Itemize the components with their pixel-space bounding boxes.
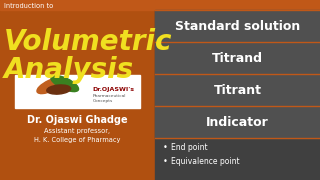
Text: Titrant: Titrant: [213, 84, 261, 96]
Text: Assistant professor,: Assistant professor,: [44, 128, 110, 134]
Text: Introduction to: Introduction to: [4, 3, 53, 9]
Bar: [155, 74, 320, 106]
Text: Dr.OJASWI's: Dr.OJASWI's: [92, 87, 134, 92]
Text: Standard solution: Standard solution: [175, 19, 300, 33]
Text: Dr. Ojaswi Ghadge: Dr. Ojaswi Ghadge: [27, 115, 128, 125]
Bar: [0, 0, 155, 180]
Text: Volumetric: Volumetric: [4, 28, 172, 56]
Ellipse shape: [51, 75, 78, 92]
Bar: [155, 42, 320, 74]
Bar: [0, 0, 155, 10]
Bar: [15, 75, 140, 108]
Bar: [155, 0, 320, 180]
Text: •: •: [163, 158, 168, 166]
Bar: [155, 0, 320, 10]
Text: End point: End point: [171, 143, 208, 152]
Text: Analysis: Analysis: [4, 56, 134, 84]
Ellipse shape: [37, 77, 65, 94]
Text: Titrand: Titrand: [212, 51, 263, 64]
Text: Indicator: Indicator: [206, 116, 269, 129]
Ellipse shape: [47, 85, 71, 94]
Bar: [155, 10, 320, 42]
Text: Equivalence point: Equivalence point: [171, 158, 240, 166]
Text: H. K. College of Pharmacy: H. K. College of Pharmacy: [34, 137, 121, 143]
Text: •: •: [163, 143, 168, 152]
Text: Pharmaceutical
Concepts: Pharmaceutical Concepts: [92, 94, 126, 103]
Bar: [155, 106, 320, 138]
